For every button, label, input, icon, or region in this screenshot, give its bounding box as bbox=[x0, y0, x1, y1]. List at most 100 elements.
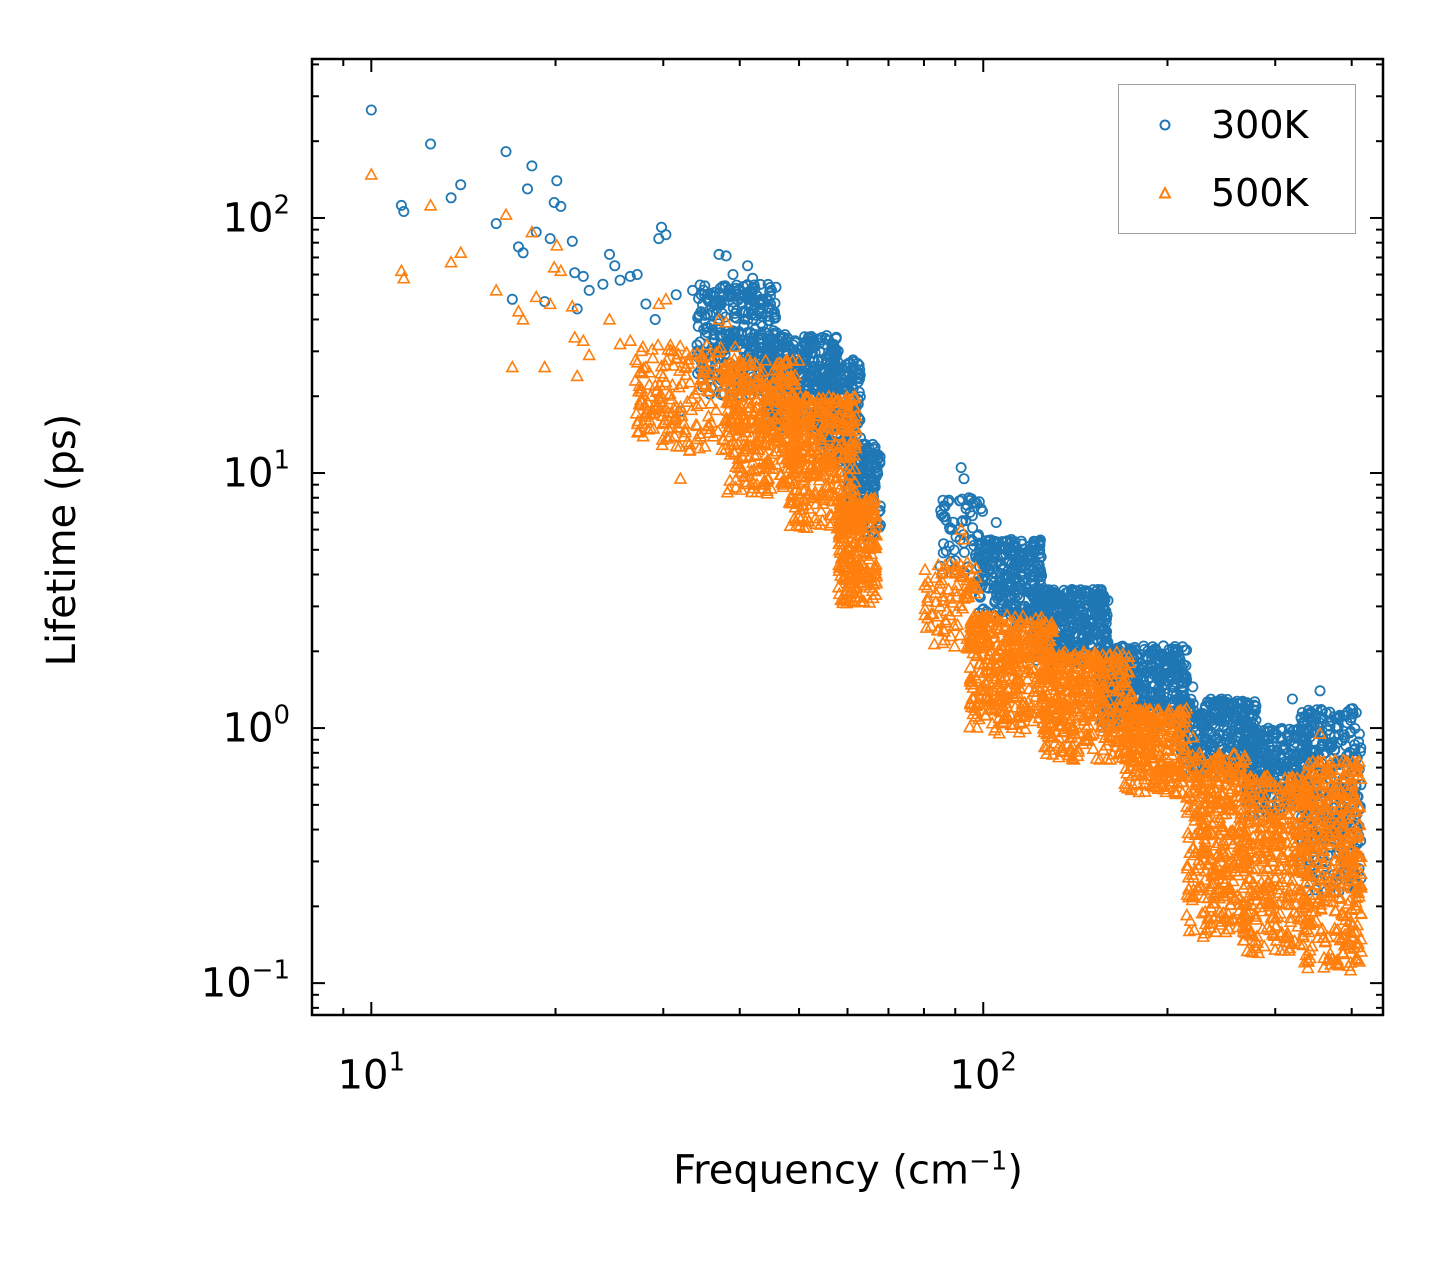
point-500k-137 bbox=[634, 381, 649, 394]
point-500k-1688 bbox=[1017, 635, 1032, 649]
point-300k-2218 bbox=[1172, 644, 1184, 656]
point-500k-1675 bbox=[1019, 644, 1033, 657]
point-500k-1282 bbox=[959, 589, 974, 602]
point-300k-158 bbox=[699, 280, 711, 292]
point-500k-162 bbox=[673, 338, 687, 352]
point-300k-1315 bbox=[1033, 559, 1045, 571]
point-500k-1270 bbox=[938, 615, 953, 628]
point-500k-505 bbox=[722, 482, 736, 495]
point-300k-1403 bbox=[981, 552, 993, 564]
point-300k-1805 bbox=[1100, 630, 1112, 642]
point-500k-835 bbox=[790, 413, 804, 427]
point-500k-1143 bbox=[847, 569, 861, 582]
point-300k-1822 bbox=[1036, 591, 1048, 603]
point-500k-1278 bbox=[943, 607, 957, 621]
point-500k-892 bbox=[843, 476, 857, 490]
point-500k-576 bbox=[745, 413, 760, 427]
point-500k-888 bbox=[795, 419, 810, 432]
point-300k-3237 bbox=[1345, 725, 1357, 737]
point-500k-1587 bbox=[969, 648, 984, 662]
point-300k-214 bbox=[755, 327, 767, 339]
point-500k-847 bbox=[796, 452, 811, 465]
point-500k-1652 bbox=[1001, 630, 1016, 643]
point-300k-2634 bbox=[1201, 711, 1213, 723]
point-500k-184 bbox=[656, 369, 671, 382]
point-300k-2867 bbox=[1284, 735, 1296, 747]
point-500k-1565 bbox=[1024, 705, 1039, 719]
point-500k-190 bbox=[683, 442, 697, 456]
point-300k-2269 bbox=[1167, 652, 1179, 664]
point-500k-858 bbox=[783, 453, 798, 466]
point-500k-185 bbox=[643, 406, 657, 420]
point-500k-1643 bbox=[1045, 619, 1059, 633]
point-500k-1111 bbox=[856, 572, 871, 585]
point-500k-1424 bbox=[1008, 700, 1023, 713]
point-500k-1386 bbox=[1025, 698, 1039, 711]
point-300k-1419 bbox=[1010, 577, 1022, 589]
point-500k-1286 bbox=[953, 569, 968, 582]
point-500k-1600 bbox=[1026, 663, 1041, 676]
point-500k-100 bbox=[630, 425, 645, 438]
point-500k-568 bbox=[744, 380, 759, 393]
point-300k-3291 bbox=[1187, 681, 1199, 693]
point-300k-1282 bbox=[974, 540, 986, 552]
point-300k-1414 bbox=[998, 571, 1010, 583]
point-500k-88 bbox=[665, 420, 679, 433]
point-500k-523 bbox=[734, 407, 749, 420]
point-500k-1248 bbox=[936, 593, 951, 606]
point-500k-535 bbox=[773, 393, 787, 406]
point-300k-1410 bbox=[1024, 549, 1036, 561]
point-300k-310 bbox=[769, 312, 781, 324]
point-500k-1235 bbox=[920, 593, 935, 607]
point-500k-564 bbox=[762, 457, 777, 470]
point-500k-936 bbox=[834, 457, 849, 470]
point-500k-55 bbox=[655, 437, 670, 451]
point-300k-2629 bbox=[1205, 737, 1217, 749]
point-500k-179 bbox=[630, 355, 645, 368]
point-500k-848 bbox=[848, 440, 863, 453]
point-500k-540 bbox=[723, 367, 737, 380]
point-300k-308 bbox=[763, 303, 775, 315]
point-300k-3243 bbox=[425, 138, 437, 150]
point-500k-180 bbox=[695, 355, 710, 368]
point-500k-920 bbox=[792, 438, 807, 451]
point-500k-141 bbox=[700, 361, 714, 375]
point-300k-318 bbox=[698, 323, 710, 335]
point-500k-1686 bbox=[963, 629, 978, 643]
point-500k-1180 bbox=[852, 557, 866, 571]
point-500k-112 bbox=[690, 398, 704, 412]
point-300k-881 bbox=[823, 384, 835, 396]
point-500k-451 bbox=[719, 395, 734, 408]
point-300k-1095 bbox=[975, 503, 987, 515]
point-300k-2863 bbox=[1263, 725, 1275, 737]
point-300k-233 bbox=[750, 309, 762, 321]
point-500k-1202 bbox=[949, 577, 964, 591]
point-500k-1199 bbox=[840, 520, 855, 533]
point-500k-913 bbox=[798, 470, 813, 483]
point-500k-906 bbox=[830, 477, 845, 490]
point-500k-559 bbox=[771, 408, 785, 421]
point-300k-1819 bbox=[1072, 620, 1084, 632]
point-500k-1376 bbox=[1008, 609, 1023, 623]
point-500k-837 bbox=[793, 502, 808, 515]
point-500k-1697 bbox=[1004, 717, 1019, 730]
point-500k-1667 bbox=[1027, 619, 1041, 632]
point-300k-1813 bbox=[1081, 608, 1093, 620]
point-500k-1245 bbox=[917, 607, 932, 621]
point-500k-187 bbox=[694, 396, 708, 409]
point-300k-303 bbox=[747, 304, 759, 316]
point-300k-1110 bbox=[942, 496, 954, 508]
point-500k-542 bbox=[725, 381, 740, 394]
point-300k-2281 bbox=[1138, 643, 1150, 655]
point-500k-893 bbox=[825, 441, 839, 454]
point-300k-2202 bbox=[1155, 687, 1167, 699]
point-500k-367 bbox=[766, 446, 781, 460]
point-500k-1594 bbox=[1013, 613, 1028, 626]
point-500k-799 bbox=[813, 517, 828, 530]
point-500k-156 bbox=[649, 400, 664, 414]
point-500k-368 bbox=[719, 411, 734, 424]
point-300k-3218 bbox=[1355, 742, 1367, 754]
point-500k-916 bbox=[837, 447, 851, 460]
point-500k-1284 bbox=[937, 624, 951, 637]
point-500k-927 bbox=[809, 466, 824, 480]
